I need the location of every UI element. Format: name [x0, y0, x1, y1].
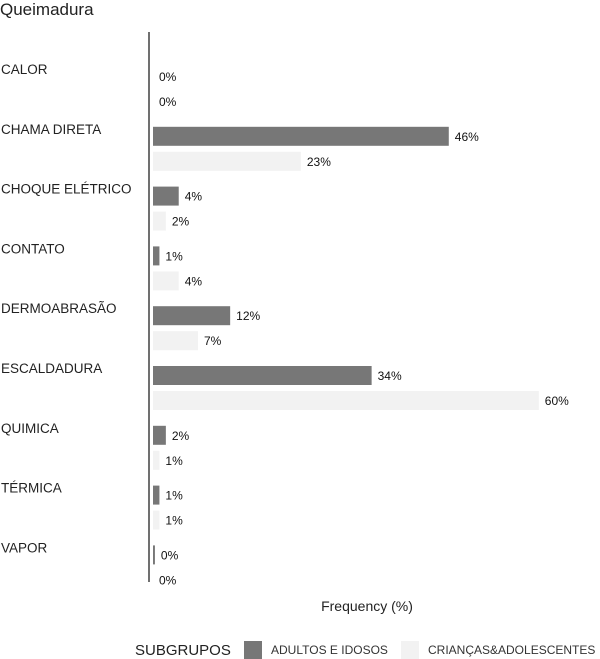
bar-adultos-e-idosos-dermoabrasao	[153, 306, 231, 326]
data-label-adultos-e-idosos-choque-eletrico: 4%	[185, 190, 203, 204]
legend-swatch-criancas	[401, 641, 419, 659]
bar-criancas-adolescentes-termica	[153, 510, 160, 530]
data-labels: 0%0%46%23%4%2%1%4%12%7%34%60%2%1%1%1%0%0…	[159, 70, 569, 587]
bar-criancas-adolescentes-contato	[153, 271, 179, 291]
data-label-adultos-e-idosos-calor: 0%	[159, 70, 177, 84]
category-label-termica: TÉRMICA	[1, 481, 62, 496]
chart-title: Queimadura	[0, 0, 94, 19]
data-label-criancas-adolescentes-contato: 4%	[185, 274, 203, 288]
category-label-quimica: QUIMICA	[1, 421, 59, 436]
bar-criancas-adolescentes-escaldadura	[153, 391, 539, 410]
data-label-criancas-adolescentes-dermoabrasao: 7%	[204, 334, 222, 348]
category-labels: CALOR CHAMA DIRETA CHOQUE ELÉTRICO CONTATO D…	[1, 62, 132, 555]
bars	[153, 126, 539, 565]
data-label-adultos-e-idosos-escaldadura: 34%	[378, 369, 402, 383]
bar-adultos-e-idosos-termica	[153, 485, 160, 505]
data-label-criancas-adolescentes-quimica: 1%	[165, 454, 183, 468]
data-label-adultos-e-idosos-quimica: 2%	[172, 429, 190, 443]
category-label-chama-direta: CHAMA DIRETA	[1, 122, 101, 137]
data-label-criancas-adolescentes-choque-eletrico: 2%	[172, 215, 190, 229]
bar-adultos-e-idosos-choque-eletrico	[153, 186, 179, 206]
bar-adultos-e-idosos-contato	[153, 246, 160, 266]
bar-criancas-adolescentes-dermoabrasao	[153, 331, 199, 351]
category-label-escaldadura: ESCALDADURA	[1, 361, 102, 376]
legend-label-criancas: CRIANÇAS&ADOLESCENTES	[428, 643, 595, 657]
data-label-adultos-e-idosos-dermoabrasao: 12%	[236, 309, 260, 323]
category-label-choque-eletrico: CHOQUE ELÉTRICO	[1, 182, 132, 197]
bar-criancas-adolescentes-chama-direta	[153, 151, 301, 171]
legend-title: SUBGRUPOS	[135, 642, 231, 659]
data-label-criancas-adolescentes-vapor: 0%	[159, 573, 177, 587]
category-label-dermoabrasao: DERMOABRASÃO	[1, 301, 117, 316]
category-label-contato: CONTATO	[1, 241, 65, 256]
legend-swatch-adultos	[244, 641, 262, 659]
data-label-adultos-e-idosos-contato: 1%	[165, 249, 183, 263]
data-label-criancas-adolescentes-chama-direta: 23%	[307, 155, 331, 169]
x-axis-title: Frequency (%)	[321, 598, 413, 614]
data-label-criancas-adolescentes-escaldadura: 60%	[545, 394, 569, 408]
category-label-calor: CALOR	[1, 62, 48, 77]
category-label-vapor: VAPOR	[1, 540, 48, 555]
legend: SUBGRUPOS ADULTOS E IDOSOS CRIANÇAS&ADOL…	[135, 641, 595, 659]
data-label-criancas-adolescentes-termica: 1%	[165, 514, 183, 528]
bar-adultos-e-idosos-quimica	[153, 425, 166, 445]
data-label-adultos-e-idosos-termica: 1%	[165, 489, 183, 503]
bar-criancas-adolescentes-choque-eletrico	[153, 211, 166, 231]
bar-adultos-e-idosos-chama-direta	[153, 126, 449, 146]
data-label-adultos-e-idosos-vapor: 0%	[161, 548, 179, 562]
bar-criancas-adolescentes-quimica	[153, 450, 160, 470]
data-label-criancas-adolescentes-calor: 0%	[159, 95, 177, 109]
data-label-adultos-e-idosos-chama-direta: 46%	[455, 130, 479, 144]
legend-label-adultos: ADULTOS E IDOSOS	[271, 643, 388, 657]
bar-adultos-e-idosos-escaldadura	[153, 366, 372, 385]
bar-adultos-e-idosos-vapor	[153, 545, 155, 565]
